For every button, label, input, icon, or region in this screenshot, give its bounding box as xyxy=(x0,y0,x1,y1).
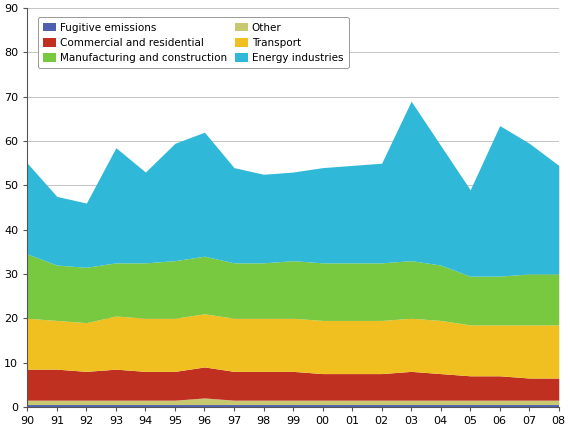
Legend: Fugitive emissions, Commercial and residential, Manufacturing and construction, : Fugitive emissions, Commercial and resid… xyxy=(38,17,348,68)
